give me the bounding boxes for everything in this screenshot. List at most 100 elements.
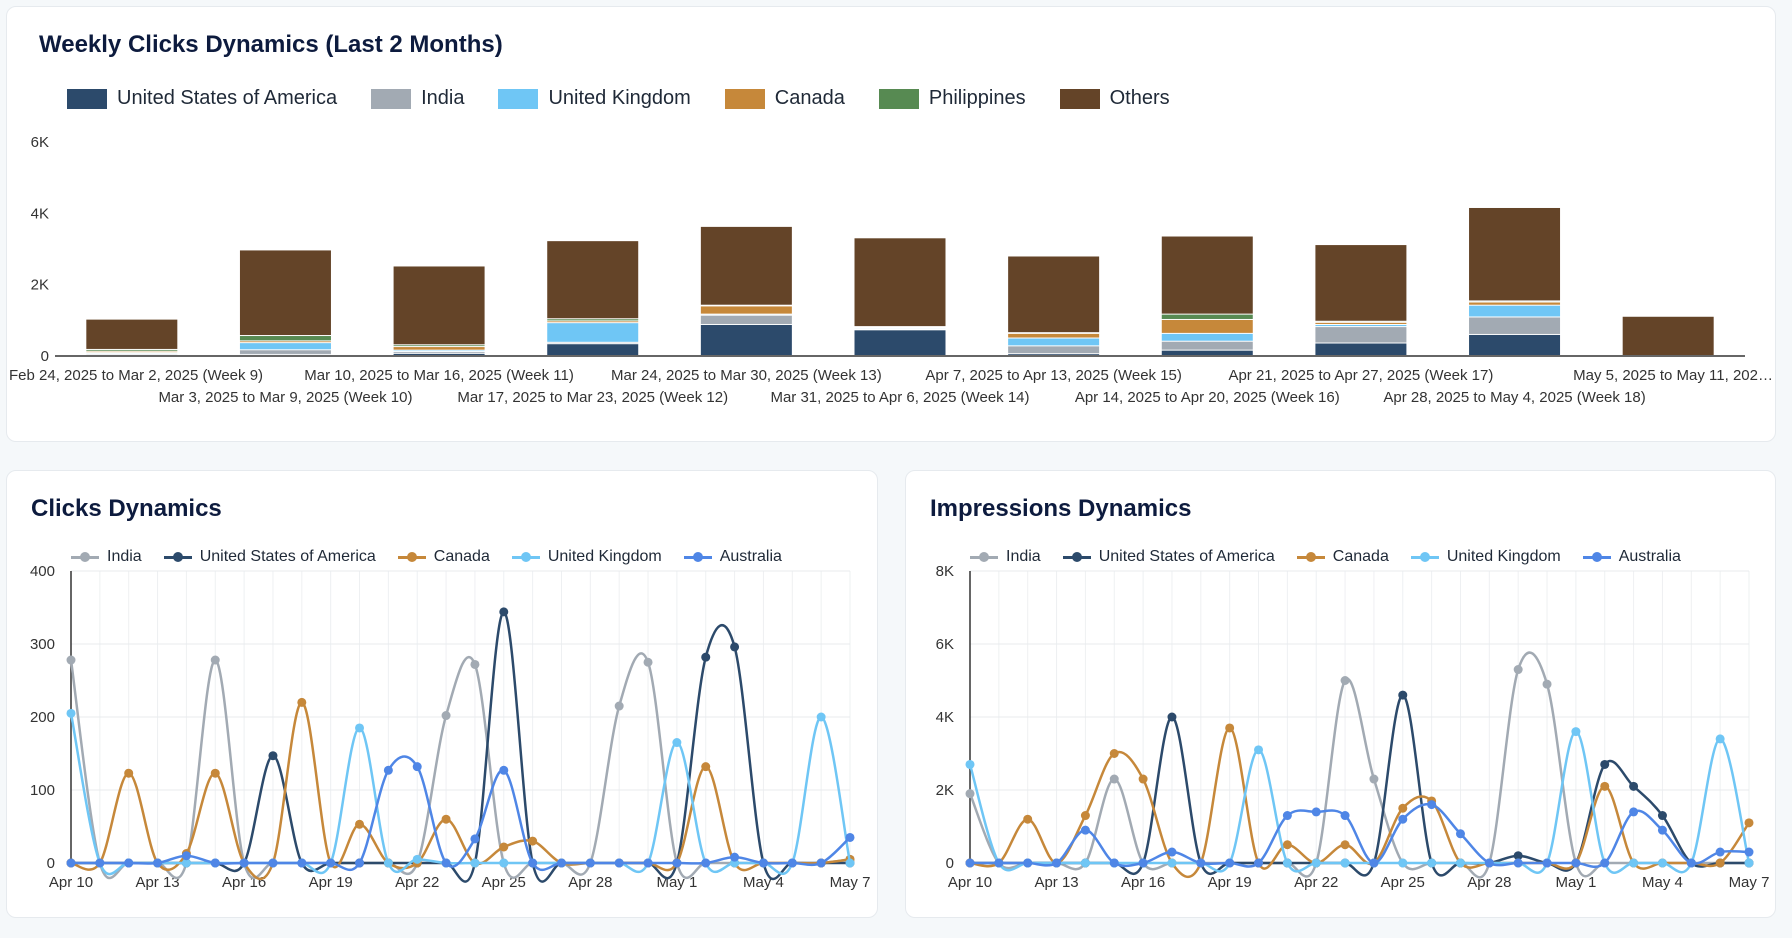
bar-canada: [1008, 333, 1100, 338]
point-united-kingdom: [845, 858, 855, 868]
point-united-kingdom: [1167, 858, 1177, 868]
point-united-states-of-america: [499, 607, 509, 617]
bar-united-kingdom: [1161, 333, 1253, 341]
legend-symbol: [970, 551, 998, 563]
x-tick-label: May 4: [1642, 874, 1683, 891]
legend-item-philippines[interactable]: Philippines: [878, 87, 1026, 110]
legend-item-canada[interactable]: Canada: [1296, 548, 1389, 566]
point-australia: [758, 858, 768, 868]
point-united-kingdom: [816, 712, 826, 722]
point-australia: [1369, 858, 1379, 868]
point-australia: [845, 832, 855, 842]
point-united-kingdom: [1282, 858, 1292, 868]
point-united-states-of-america: [730, 642, 740, 652]
legend-item-united-states-of-america[interactable]: United States of America: [67, 87, 337, 110]
point-australia: [1484, 858, 1494, 868]
series-line-united-states-of-america: [71, 610, 850, 883]
legend-label: United Kingdom: [1446, 548, 1561, 565]
point-australia: [1571, 858, 1581, 868]
point-united-kingdom: [1657, 858, 1667, 868]
point-united-kingdom: [1427, 858, 1437, 868]
point-canada: [441, 814, 451, 824]
bar-united-states-of-america: [1008, 354, 1100, 355]
impressions-dynamics-chart: 0 2K 4K 6K 8K Apr 10 Apr 13 Apr 16 Apr 19 Apr 22 A…: [936, 563, 1770, 891]
point-australia: [153, 858, 163, 868]
legend-symbol: [1410, 551, 1439, 563]
x-tick-label: Apr 21, 2025 to Apr 27, 2025 (Week 17): [1228, 367, 1493, 384]
point-united-kingdom: [412, 854, 422, 864]
x-tick-label: Apr 25: [1381, 874, 1425, 891]
legend-item-others[interactable]: Others: [1059, 87, 1170, 110]
point-australia: [95, 858, 105, 868]
point-australia: [210, 858, 220, 868]
bar-philippines: [1161, 314, 1253, 319]
bar-others: [239, 250, 331, 336]
legend-item-australia[interactable]: Australia: [1582, 548, 1681, 566]
bar-canada: [239, 341, 331, 343]
bar-canada: [1469, 302, 1561, 305]
point-australia: [965, 858, 975, 868]
legend-symbol: [163, 551, 192, 563]
legend-item-canada[interactable]: Canada: [724, 87, 845, 110]
point-canada: [355, 819, 365, 829]
legend-item-india[interactable]: India: [371, 87, 464, 110]
point-united-kingdom: [1715, 734, 1725, 744]
point-australia: [1715, 847, 1725, 857]
legend-label: Philippines: [928, 87, 1026, 109]
point-australia: [1138, 858, 1148, 868]
point-australia: [1744, 847, 1754, 857]
point-united-kingdom: [66, 708, 76, 718]
legend-item-united-kingdom[interactable]: United Kingdom: [511, 548, 662, 566]
x-tick-label: Apr 19: [1208, 874, 1252, 891]
legend-swatch: [878, 88, 919, 109]
legend-label: United States of America: [117, 87, 338, 109]
legend-swatch: [498, 88, 539, 109]
point-canada: [528, 836, 538, 846]
point-australia: [1311, 807, 1321, 817]
clicks-dynamics-title: Clicks Dynamics: [31, 495, 222, 522]
legend-item-united-states-of-america[interactable]: United States of America: [163, 548, 376, 566]
bar-others: [1161, 236, 1253, 314]
y-tick-label: 0: [946, 855, 954, 872]
bar-canada: [1315, 322, 1407, 324]
point-united-kingdom: [1398, 858, 1408, 868]
point-united-kingdom: [965, 759, 975, 769]
bar-united-kingdom: [1469, 305, 1561, 317]
y-tick-label: 0: [47, 855, 55, 872]
point-australia: [1196, 858, 1206, 868]
bar-united-kingdom: [1008, 338, 1100, 346]
point-united-states-of-america: [1657, 811, 1667, 821]
bar-others: [1008, 256, 1100, 333]
bar-india: [393, 352, 485, 353]
x-tick-label: Apr 16: [1121, 874, 1165, 891]
legend-item-india[interactable]: India: [71, 548, 142, 566]
bar-philippines: [547, 319, 639, 321]
bar-india: [1315, 327, 1407, 343]
point-united-states-of-america: [701, 652, 711, 662]
point-australia: [528, 858, 538, 868]
x-tick-label: Apr 13: [135, 874, 179, 891]
legend-item-united-states-of-america[interactable]: United States of America: [1062, 548, 1275, 566]
point-united-kingdom: [499, 858, 509, 868]
legend-item-united-kingdom[interactable]: United Kingdom: [498, 87, 691, 110]
legend-item-india[interactable]: India: [970, 548, 1041, 566]
legend-swatch: [67, 88, 107, 109]
legend-item-australia[interactable]: Australia: [683, 548, 782, 566]
point-united-kingdom: [1571, 727, 1581, 737]
point-australia: [124, 858, 134, 868]
legend-item-canada[interactable]: Canada: [397, 548, 490, 566]
y-tick-label: 4K: [31, 205, 49, 222]
point-australia: [585, 858, 595, 868]
point-australia: [1254, 858, 1264, 868]
point-australia: [268, 858, 278, 868]
legend-label: Canada: [1332, 548, 1389, 565]
point-australia: [297, 858, 307, 868]
x-tick-label: Mar 3, 2025 to Mar 9, 2025 (Week 10): [158, 389, 412, 406]
point-australia: [1629, 807, 1639, 817]
weekly-clicks-card: Weekly Clicks Dynamics (Last 2 Months) U…: [6, 6, 1776, 442]
series-line-canada: [70, 701, 851, 880]
x-tick-label: Mar 24, 2025 to Mar 30, 2025 (Week 13): [611, 367, 882, 384]
impressions-dynamics-title: Impressions Dynamics: [930, 495, 1192, 522]
legend-item-united-kingdom[interactable]: United Kingdom: [1410, 548, 1561, 566]
point-india: [66, 655, 76, 665]
